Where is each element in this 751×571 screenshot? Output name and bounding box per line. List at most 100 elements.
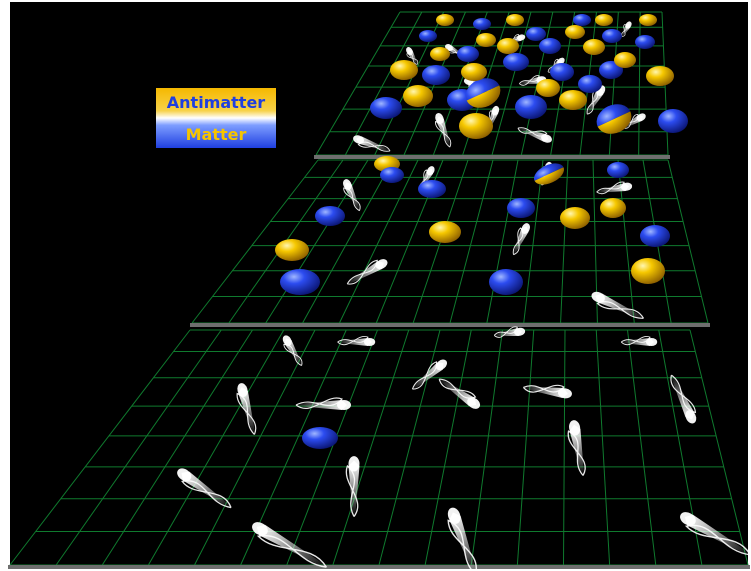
grid-line bbox=[191, 159, 319, 324]
photon-streak-icon bbox=[670, 374, 697, 424]
yellow-sphere-icon bbox=[536, 79, 560, 97]
grid-line bbox=[689, 329, 749, 566]
blue-sphere-icon bbox=[515, 95, 547, 119]
yellow-sphere-icon bbox=[600, 198, 626, 218]
photon-streak-icon bbox=[512, 223, 531, 256]
yellow-sphere-icon bbox=[430, 47, 450, 61]
blue-sphere-icon bbox=[503, 53, 529, 71]
blue-sphere-icon bbox=[602, 29, 622, 43]
grid-line bbox=[516, 329, 535, 566]
yellow-sphere-icon bbox=[614, 52, 636, 68]
grid-line bbox=[9, 329, 191, 566]
legend: Antimatter Matter bbox=[156, 88, 276, 148]
photon-streak-icon bbox=[680, 512, 751, 556]
photon-streak-icon bbox=[411, 359, 448, 390]
blue-sphere-icon bbox=[380, 167, 404, 183]
yellow-sphere-icon bbox=[560, 207, 590, 229]
legend-gradient-swatch bbox=[156, 88, 276, 148]
photon-streak-icon bbox=[567, 420, 586, 476]
blue-sphere-icon bbox=[315, 206, 345, 226]
yellow-sphere-icon bbox=[595, 14, 613, 26]
blue-sphere-icon bbox=[418, 180, 446, 198]
blue-sphere-icon bbox=[640, 225, 670, 247]
photon-streak-icon bbox=[620, 335, 658, 346]
plane-top-edge bbox=[314, 155, 670, 159]
photon-streak-icon bbox=[591, 291, 645, 320]
grid-line bbox=[449, 159, 494, 324]
half-blue-half-yellow-sphere-icon bbox=[596, 104, 632, 134]
photon-streak-icon bbox=[236, 383, 257, 435]
grid-line bbox=[332, 329, 410, 566]
photon-streak-icon bbox=[621, 21, 632, 37]
photon-streak-icon bbox=[177, 468, 232, 509]
legend-matter-label: Matter bbox=[186, 125, 247, 144]
plane-middle-edge bbox=[190, 323, 710, 327]
layer-particles bbox=[275, 14, 688, 449]
photon-streak-icon bbox=[342, 179, 361, 212]
yellow-sphere-icon bbox=[506, 14, 524, 26]
blue-sphere-icon bbox=[635, 35, 655, 49]
yellow-sphere-icon bbox=[459, 113, 493, 139]
blue-sphere-icon bbox=[578, 75, 602, 93]
blue-sphere-icon bbox=[370, 97, 402, 119]
grid-line bbox=[101, 329, 253, 566]
grid-line bbox=[55, 329, 222, 566]
photon-streak-icon bbox=[353, 135, 391, 152]
photon-streak-icon bbox=[345, 456, 360, 517]
yellow-sphere-icon bbox=[275, 239, 309, 261]
yellow-sphere-icon bbox=[497, 38, 519, 54]
grid-line bbox=[470, 329, 503, 566]
grid-line bbox=[627, 329, 657, 566]
photon-streak-icon bbox=[522, 384, 572, 399]
blue-sphere-icon bbox=[526, 27, 546, 41]
blue-sphere-icon bbox=[539, 38, 561, 54]
blue-sphere-icon bbox=[489, 269, 523, 295]
yellow-sphere-icon bbox=[403, 85, 433, 107]
grid-line bbox=[667, 159, 709, 324]
grid-line bbox=[523, 159, 544, 324]
photon-streak-icon bbox=[337, 335, 376, 346]
blue-sphere-icon bbox=[550, 63, 574, 81]
blue-sphere-icon bbox=[507, 198, 535, 218]
blue-sphere-icon bbox=[457, 46, 479, 62]
blue-sphere-icon bbox=[302, 427, 338, 449]
blue-sphere-icon bbox=[607, 162, 629, 178]
half-blue-half-yellow-sphere-icon bbox=[465, 78, 501, 108]
yellow-sphere-icon bbox=[559, 90, 587, 110]
grid-line bbox=[338, 159, 419, 324]
yellow-sphere-icon bbox=[461, 63, 487, 81]
photon-streak-icon bbox=[346, 259, 388, 285]
photon-streak-icon bbox=[518, 75, 547, 86]
photon-streak-icon bbox=[447, 507, 478, 571]
blue-sphere-icon bbox=[280, 269, 320, 295]
grid-line bbox=[315, 11, 401, 156]
grid-line bbox=[286, 329, 378, 566]
photon-streak-icon bbox=[406, 47, 419, 65]
blue-sphere-icon bbox=[573, 14, 591, 26]
yellow-sphere-icon bbox=[646, 66, 674, 86]
grid-line bbox=[194, 329, 316, 566]
yellow-sphere-icon bbox=[429, 221, 461, 243]
yellow-sphere-icon bbox=[476, 33, 496, 47]
grid-line bbox=[638, 11, 641, 156]
blue-sphere-icon bbox=[473, 18, 491, 30]
grid-line bbox=[147, 329, 285, 566]
photon-streak-icon bbox=[252, 522, 328, 569]
yellow-sphere-icon bbox=[583, 39, 605, 55]
yellow-sphere-icon bbox=[390, 60, 418, 80]
grid-line bbox=[560, 159, 569, 324]
photon-streak-icon bbox=[438, 378, 481, 409]
grid-line bbox=[344, 11, 423, 156]
blue-sphere-icon bbox=[599, 61, 623, 79]
grid-line bbox=[486, 159, 519, 324]
photon-streak-icon bbox=[295, 397, 351, 410]
legend-antimatter-label: Antimatter bbox=[167, 93, 266, 112]
photon-streak-icon bbox=[493, 326, 526, 338]
blue-sphere-icon bbox=[658, 109, 688, 133]
yellow-sphere-icon bbox=[436, 14, 454, 26]
grid-line bbox=[563, 329, 566, 566]
yellow-sphere-icon bbox=[639, 14, 657, 26]
photon-streak-icon bbox=[435, 113, 452, 148]
